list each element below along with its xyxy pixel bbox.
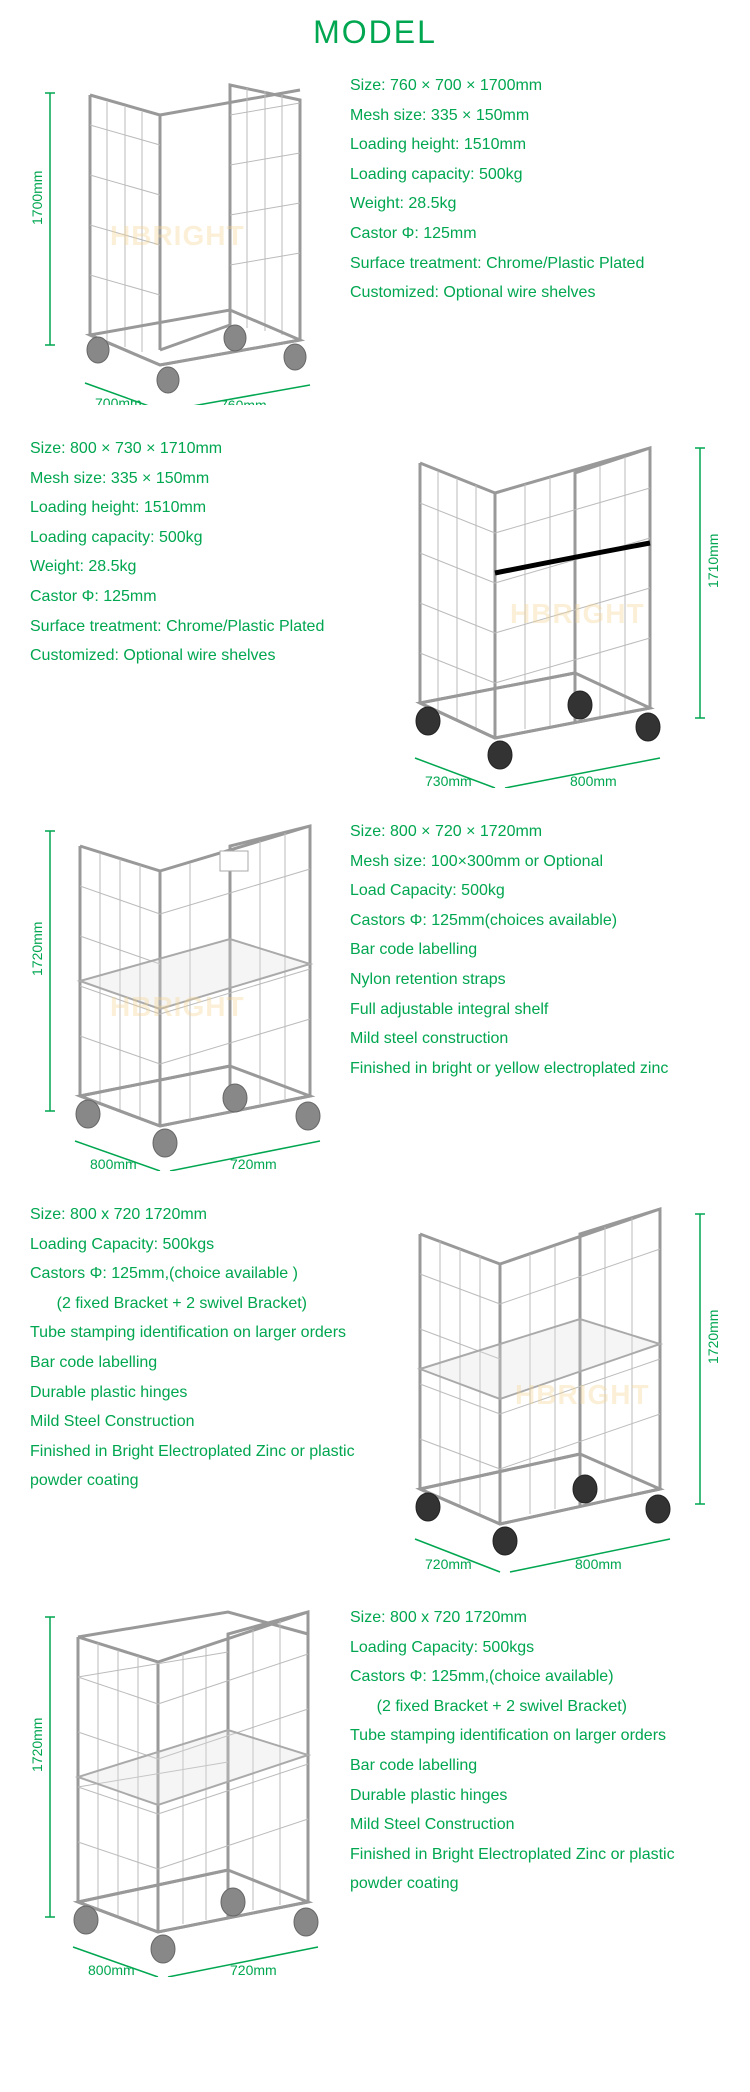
- spec-line: Customized: Optional wire shelves: [350, 278, 720, 308]
- spec-line: Nylon retention straps: [350, 965, 720, 995]
- svg-text:HBRIGHT: HBRIGHT: [110, 991, 245, 1022]
- spec-line: Surface treatment: Chrome/Plastic Plated: [30, 612, 360, 642]
- model-figure-3: 1720mm HBRIGHT 800mm 720mm: [20, 811, 340, 1176]
- model-figure-2: 1710mm HBRIGHT 730mm 800mm: [370, 428, 730, 793]
- spec-line: Loading capacity: 500kg: [350, 160, 720, 190]
- spec-line: Bar code labelling: [350, 1751, 720, 1781]
- page-title: MODEL: [0, 0, 750, 61]
- svg-text:HBRIGHT: HBRIGHT: [510, 598, 645, 629]
- spec-line: Finished in Bright Electroplated Zinc or…: [350, 1840, 720, 1899]
- spec-line: Bar code labelling: [350, 935, 720, 965]
- dim-w1: 760mm: [220, 397, 267, 405]
- dim-h3: 1720mm: [29, 922, 45, 976]
- spec-line: Surface treatment: Chrome/Plastic Plated: [350, 249, 720, 279]
- spec-line: Castors Φ: 125mm,(choice available ): [30, 1259, 370, 1289]
- spec-line: Tube stamping identification on larger o…: [30, 1318, 370, 1348]
- spec-line: Castor Φ: 125mm: [350, 219, 720, 249]
- spec-line: Mesh size: 100×300mm or Optional: [350, 847, 720, 877]
- spec-line: Loading Capacity: 500kgs: [30, 1230, 370, 1260]
- spec-line: Size: 760 × 700 × 1700mm: [350, 71, 720, 101]
- model-figure-4: 1720mm HBRIGHT 720mm 800mm: [380, 1194, 730, 1579]
- specs-5: Size: 800 x 720 1720mm Loading Capacity:…: [340, 1597, 730, 1982]
- dim-w5: 800mm: [88, 1962, 135, 1977]
- specs-3: Size: 800 × 720 × 1720mm Mesh size: 100×…: [340, 811, 730, 1176]
- spec-line: Finished in Bright Electroplated Zinc or…: [30, 1437, 370, 1496]
- spec-line: Loading capacity: 500kg: [30, 523, 360, 553]
- spec-line: Loading height: 1510mm: [350, 130, 720, 160]
- svg-text:HBRIGHT: HBRIGHT: [110, 220, 245, 251]
- model-row-4: Size: 800 x 720 1720mm Loading Capacity:…: [0, 1190, 750, 1593]
- dim-w3: 800mm: [90, 1156, 137, 1171]
- spec-line: Castors Φ: 125mm(choices available): [350, 906, 720, 936]
- dim-d2: 730mm: [425, 773, 472, 788]
- spec-line: Full adjustable integral shelf: [350, 995, 720, 1025]
- spec-line: Mild Steel Construction: [30, 1407, 370, 1437]
- spec-line: Durable plastic hinges: [350, 1781, 720, 1811]
- spec-line: Customized: Optional wire shelves: [30, 641, 360, 671]
- dim-d4: 720mm: [425, 1556, 472, 1572]
- dim-h2: 1710mm: [705, 534, 721, 588]
- spec-line: Size: 800 x 720 1720mm: [350, 1603, 720, 1633]
- spec-line: Finished in bright or yellow electroplat…: [350, 1054, 720, 1084]
- dim-w2: 800mm: [570, 773, 617, 788]
- spec-line: Mild steel construction: [350, 1024, 720, 1054]
- model-figure-5: 1720mm 800mm 720mm: [20, 1597, 340, 1982]
- spec-line: Mesh size: 335 × 150mm: [350, 101, 720, 131]
- specs-4: Size: 800 x 720 1720mm Loading Capacity:…: [20, 1194, 380, 1579]
- model-figure-1: 1700mm HBRIGHT 700mm 760mm: [20, 65, 340, 410]
- spec-line: Loading Capacity: 500kgs: [350, 1633, 720, 1663]
- model-row-3: 1720mm HBRIGHT 800mm 720mm Size: 800 × 7…: [0, 807, 750, 1190]
- spec-line: Weight: 28.5kg: [350, 189, 720, 219]
- specs-2: Size: 800 × 730 × 1710mm Mesh size: 335 …: [20, 428, 370, 793]
- model-row-2: Size: 800 × 730 × 1710mm Mesh size: 335 …: [0, 424, 750, 807]
- specs-1: Size: 760 × 700 × 1700mm Mesh size: 335 …: [340, 65, 730, 410]
- spec-line: Mesh size: 335 × 150mm: [30, 464, 360, 494]
- spec-line: (2 fixed Bracket + 2 swivel Bracket): [30, 1289, 370, 1319]
- spec-line: Weight: 28.5kg: [30, 552, 360, 582]
- dim-d1: 700mm: [95, 395, 142, 405]
- spec-line: Size: 800 × 730 × 1710mm: [30, 434, 360, 464]
- spec-line: Loading height: 1510mm: [30, 493, 360, 523]
- spec-line: Size: 800 x 720 1720mm: [30, 1200, 370, 1230]
- dim-d3: 720mm: [230, 1156, 277, 1171]
- spec-line: Load Capacity: 500kg: [350, 876, 720, 906]
- spec-line: Size: 800 × 720 × 1720mm: [350, 817, 720, 847]
- spec-line: Durable plastic hinges: [30, 1378, 370, 1408]
- dim-h4: 1720mm: [705, 1310, 721, 1364]
- spec-line: Tube stamping identification on larger o…: [350, 1721, 720, 1751]
- spec-line: Mild Steel Construction: [350, 1810, 720, 1840]
- spec-line: (2 fixed Bracket + 2 swivel Bracket): [350, 1692, 720, 1722]
- model-row-5: 1720mm 800mm 720mm Size: 800 x 720 1720m…: [0, 1593, 750, 1996]
- dim-h1: 1700mm: [29, 171, 45, 225]
- spec-line: Castor Φ: 125mm: [30, 582, 360, 612]
- spec-line: Castors Φ: 125mm,(choice available): [350, 1662, 720, 1692]
- spec-line: Bar code labelling: [30, 1348, 370, 1378]
- dim-d5: 720mm: [230, 1962, 277, 1977]
- model-row-1: 1700mm HBRIGHT 700mm 760mm Size: 760 × 7…: [0, 61, 750, 424]
- svg-text:HBRIGHT: HBRIGHT: [515, 1379, 650, 1410]
- dim-w4: 800mm: [575, 1556, 622, 1572]
- dim-h5: 1720mm: [29, 1718, 45, 1772]
